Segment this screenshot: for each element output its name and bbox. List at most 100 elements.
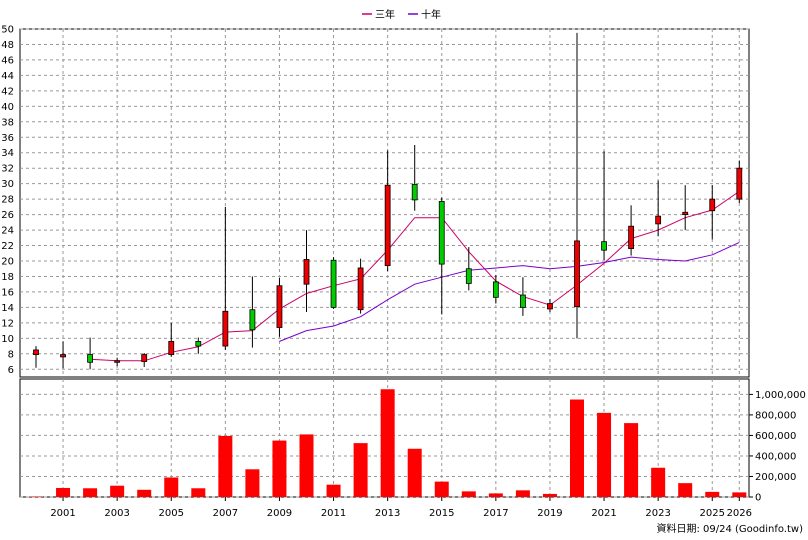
x-tick-label: 2011 bbox=[321, 508, 346, 519]
x-tick-label: 2003 bbox=[104, 508, 129, 519]
x-tick-label: 2015 bbox=[429, 508, 454, 519]
ma-line-10yr bbox=[279, 241, 740, 342]
candle-body bbox=[33, 349, 39, 355]
candle bbox=[222, 206, 229, 350]
y-tick-label: 24 bbox=[1, 226, 14, 237]
candle-body bbox=[222, 310, 229, 347]
y-tick-label: 12 bbox=[1, 318, 14, 329]
y-tick-label: 38 bbox=[1, 117, 14, 128]
y-tick-label: 32 bbox=[1, 164, 14, 175]
candle bbox=[628, 205, 634, 256]
volume-bar bbox=[299, 434, 314, 497]
y-tick-label: 6 bbox=[8, 365, 14, 376]
volume-bar bbox=[56, 487, 71, 497]
x-tick-label: 2023 bbox=[645, 508, 670, 519]
volume-bar bbox=[678, 483, 693, 497]
footer-source: 資料日期: 09/24 (Goodinfo.tw) bbox=[656, 522, 803, 535]
volume-bar bbox=[191, 488, 206, 497]
x-tick-label: 2009 bbox=[267, 508, 292, 519]
candle-body bbox=[655, 215, 662, 225]
volume-bar bbox=[110, 485, 125, 497]
volume-bar bbox=[515, 490, 530, 497]
x-tick-label: 2021 bbox=[591, 508, 616, 519]
y-tick-label: 28 bbox=[1, 195, 14, 206]
legend: 三年 十年 bbox=[362, 8, 441, 21]
candle bbox=[60, 341, 66, 369]
legend-label-10yr: 十年 bbox=[421, 8, 441, 21]
candle-body bbox=[465, 268, 472, 284]
candle bbox=[682, 185, 689, 231]
volume-bar bbox=[488, 493, 503, 497]
volume-tick-label: 800,000 bbox=[755, 410, 796, 421]
y-tick-label: 22 bbox=[1, 241, 14, 252]
volume-tick-label: 600,000 bbox=[755, 431, 796, 442]
candle-body bbox=[411, 184, 418, 201]
y-tick-label: 20 bbox=[1, 257, 14, 268]
volume-bar bbox=[542, 493, 557, 497]
x-tick-label: 2013 bbox=[375, 508, 400, 519]
y-tick-label: 10 bbox=[1, 334, 14, 345]
volume-bar bbox=[732, 492, 747, 497]
volume-bar bbox=[434, 481, 449, 497]
volume-bar bbox=[407, 448, 422, 497]
volume-bar bbox=[597, 412, 612, 497]
price-panel: 6 8 10 12 14 16 18 20 22 24 26 28 30 32 34 36 38 40 42 44 46… bbox=[1, 25, 750, 378]
volume-bar bbox=[272, 440, 287, 497]
volume-bar bbox=[83, 488, 98, 497]
volume-tick-label: 200,000 bbox=[755, 472, 796, 483]
volume-bar bbox=[29, 496, 43, 497]
volume-tick-label: 400,000 bbox=[755, 451, 796, 462]
y-tick-label: 8 bbox=[8, 349, 14, 360]
y-tick-label: 42 bbox=[1, 86, 14, 97]
x-axis: 2001 2003 2005 2007 2009 2011 2013 2015 2017 2019… bbox=[50, 497, 752, 519]
y-tick-label: 16 bbox=[1, 287, 14, 298]
volume-bar bbox=[461, 491, 476, 497]
x-tick-label: 2007 bbox=[213, 508, 238, 519]
candle-body bbox=[87, 354, 93, 363]
candle-body bbox=[547, 303, 553, 310]
candle bbox=[736, 160, 743, 203]
candle bbox=[357, 258, 364, 314]
candle bbox=[141, 353, 148, 367]
candle-body bbox=[520, 294, 526, 308]
volume-bar bbox=[353, 443, 368, 497]
candle bbox=[330, 257, 337, 309]
x-tick-label: 2005 bbox=[159, 508, 184, 519]
candle bbox=[33, 346, 39, 368]
candle-body bbox=[574, 240, 580, 308]
y-tick-label: 36 bbox=[1, 133, 14, 144]
candle-body bbox=[709, 198, 716, 212]
y-tick-label: 30 bbox=[1, 179, 14, 190]
candle-body bbox=[114, 360, 121, 363]
candle bbox=[574, 32, 580, 339]
y-tick-label: 46 bbox=[1, 55, 14, 66]
volume-bar bbox=[164, 477, 179, 497]
y-tick-label: 34 bbox=[1, 148, 14, 159]
candle bbox=[249, 276, 256, 348]
candle bbox=[384, 150, 391, 272]
candle bbox=[276, 278, 283, 337]
y-tick-label: 18 bbox=[1, 272, 14, 283]
candle-body bbox=[438, 201, 445, 265]
legend-label-3yr: 三年 bbox=[375, 8, 395, 21]
x-tick-label: 2025 bbox=[700, 508, 725, 519]
y-tick-label: 50 bbox=[1, 25, 14, 36]
candle-body bbox=[276, 285, 283, 328]
price-plot-area bbox=[19, 28, 750, 378]
x-tick-label: 2019 bbox=[537, 508, 562, 519]
volume-bar bbox=[570, 399, 584, 497]
y-tick-label: 44 bbox=[1, 71, 14, 82]
candle bbox=[195, 337, 202, 354]
candle bbox=[547, 298, 553, 313]
candle-body bbox=[736, 167, 743, 200]
candle-body bbox=[628, 225, 634, 250]
candle bbox=[303, 230, 310, 313]
candle-body bbox=[682, 211, 689, 215]
candle bbox=[601, 151, 607, 261]
candle bbox=[709, 185, 716, 240]
candle-body bbox=[330, 259, 337, 308]
y-tick-label: 40 bbox=[1, 102, 14, 113]
volume-bar bbox=[705, 491, 720, 497]
candle bbox=[87, 337, 93, 370]
